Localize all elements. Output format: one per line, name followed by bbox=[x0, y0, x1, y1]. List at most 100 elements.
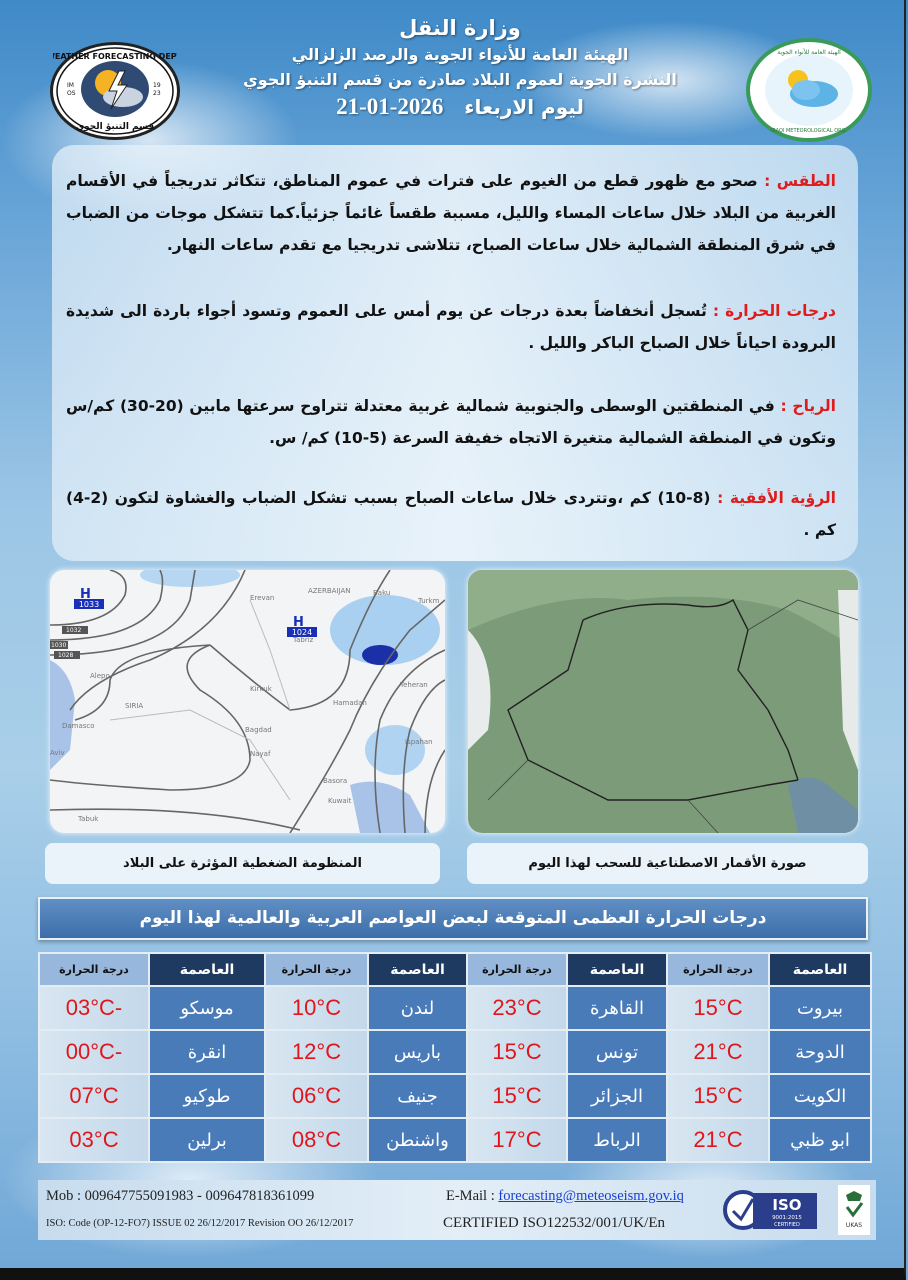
capital-temperature: 06°C bbox=[264, 1073, 369, 1119]
map-place-label: Basora bbox=[323, 777, 347, 785]
column-header-capital: العاصمة bbox=[367, 952, 468, 987]
map-place-label: Kuwait bbox=[328, 797, 352, 805]
table-row: الكويت 15°C الجزائر 15°C جنيف 06°C طوكيو 07°… bbox=[38, 1073, 872, 1119]
mobile-value: 009647755091983 - 009647818361099 bbox=[84, 1188, 315, 1204]
temperature-paragraph: درجات الحرارة : تُسجل أنخفاضاً بعدة درجا… bbox=[66, 295, 836, 359]
contact-footer: Mob : 009647755091983 - 009647818361099 … bbox=[38, 1180, 876, 1240]
capital-name: الدوحة bbox=[768, 1029, 872, 1075]
capital-temperature: 17°C bbox=[466, 1117, 568, 1163]
map-place-label: Nayaf bbox=[250, 750, 271, 758]
capital-name: الرباط bbox=[566, 1117, 668, 1163]
svg-text:OS: OS bbox=[67, 90, 76, 97]
weather-text: صحو مع ظهور قطع من الغيوم على فترات في ع… bbox=[66, 172, 836, 254]
svg-text:WEATHER FORECASTING DEPT.: WEATHER FORECASTING DEPT. bbox=[53, 52, 177, 61]
svg-text:23: 23 bbox=[153, 90, 161, 97]
table-row: بيروت 15°C القاهرة 23°C لندن 10°C موسكو -03°… bbox=[38, 985, 872, 1031]
temperature-text: تُسجل أنخفاضاً بعدة درجات عن يوم أمس على… bbox=[66, 302, 836, 352]
capital-name: القاهرة bbox=[566, 985, 668, 1031]
iso-code: ISO: Code (OP-12-FO7) ISSUE 02 26/12/201… bbox=[46, 1218, 354, 1229]
visibility-text: (8-10) كم ،وتتردى خلال ساعات الصباح بسبب… bbox=[66, 489, 836, 539]
bulletin-date: 2026-01-21 bbox=[336, 94, 444, 119]
high-pressure-symbol-2: H bbox=[293, 615, 304, 630]
capital-temperature: 12°C bbox=[264, 1029, 369, 1075]
capital-name: جنيف bbox=[367, 1073, 468, 1119]
mobile-numbers: Mob : 009647755091983 - 009647818361099 bbox=[46, 1188, 314, 1205]
map-place-label: AZERBAIJAN bbox=[308, 587, 351, 595]
capital-name: واشنطن bbox=[367, 1117, 468, 1163]
visibility-paragraph: الرؤية الأفقية : (8-10) كم ،وتتردى خلال … bbox=[66, 482, 836, 546]
iso-badge-standard: 9001:2015 bbox=[772, 1215, 802, 1221]
capital-temperature: 23°C bbox=[466, 985, 568, 1031]
authority-title: الهيئة العامة للأنواء الجوية والرصد الزل… bbox=[291, 45, 629, 64]
capital-temperature: 15°C bbox=[666, 985, 770, 1031]
map-place-label: Ispahan bbox=[405, 738, 433, 746]
winds-paragraph: الرياح : في المنطقتين الوسطى والجنوبية ش… bbox=[66, 390, 836, 454]
winds-text: في المنطقتين الوسطى والجنوبية شمالية غرب… bbox=[66, 397, 836, 447]
winds-label: الرياح : bbox=[780, 397, 836, 415]
column-header-capital: العاصمة bbox=[768, 952, 872, 987]
svg-text:الهيئة العامة للأنواء الجوية: الهيئة العامة للأنواء الجوية bbox=[777, 48, 841, 56]
capital-name: بيروت bbox=[768, 985, 872, 1031]
email-line: E-Mail : forecasting@meteoseism.gov.iq bbox=[446, 1188, 684, 1205]
column-header-temperature: درجة الحرارة bbox=[264, 952, 369, 987]
map-place-label: Erevan bbox=[250, 594, 274, 602]
high-pressure-value-2: 1024 bbox=[292, 628, 312, 637]
iso-certified-badge: ISO 9001:2015 CERTIFIED bbox=[723, 1185, 819, 1235]
map-place-label: Tabriz bbox=[292, 636, 314, 644]
map-place-label: Bagdad bbox=[245, 726, 272, 734]
capital-name: موسكو bbox=[148, 985, 266, 1031]
meteorological-organization-logo: الهيئة العامة للأنواء الجوية IRAQI METEO… bbox=[746, 38, 872, 142]
ukas-label: UKAS bbox=[846, 1222, 862, 1229]
pressure-map: H 1033 H 1024 1032 1030 1028 Erevan AZER… bbox=[50, 570, 445, 833]
capital-temperature: 10°C bbox=[264, 985, 369, 1031]
forecast-text-panel: الطقس : صحو مع ظهور قطع من الغيوم على فت… bbox=[52, 145, 858, 561]
capital-name: ابو ظبي bbox=[768, 1117, 872, 1163]
column-header-temperature: درجة الحرارة bbox=[466, 952, 568, 987]
capital-temperature: 08°C bbox=[264, 1117, 369, 1163]
table-row: الدوحة 21°C تونس 15°C باريس 12°C انقرة -00°C bbox=[38, 1029, 872, 1075]
map-place-label: Aviv bbox=[50, 749, 65, 757]
isobar-label: 1030 bbox=[51, 642, 66, 649]
bulletin-date-line: ليوم الاربعاء 2026-01-21 bbox=[240, 92, 680, 122]
map-place-label: Hamadan bbox=[333, 699, 367, 707]
map-place-label: Teheran bbox=[399, 681, 428, 689]
weather-label: الطقس : bbox=[764, 172, 836, 190]
capital-name: لندن bbox=[367, 985, 468, 1031]
email-link[interactable]: forecasting@meteoseism.gov.iq bbox=[498, 1188, 684, 1204]
capital-name: باريس bbox=[367, 1029, 468, 1075]
bulletin-header: وزارة النقل الهيئة العامة للأنواء الجوية… bbox=[240, 14, 680, 122]
email-label: E-Mail : bbox=[446, 1188, 495, 1204]
capital-temperature: 15°C bbox=[666, 1073, 770, 1119]
isobar-label: 1028 bbox=[58, 652, 73, 659]
satellite-caption: صورة الأقمار الاصطناعية للسحب لهذا اليوم bbox=[467, 843, 868, 884]
capital-name: انقرة bbox=[148, 1029, 266, 1075]
svg-text:قسم التنبؤ الجوي: قسم التنبؤ الجوي bbox=[76, 122, 154, 132]
bulletin-title: النشرة الجوية لعموم البلاد صادرة من قسم … bbox=[243, 70, 677, 89]
capital-temperature: 21°C bbox=[666, 1117, 770, 1163]
capital-name: الجزائر bbox=[566, 1073, 668, 1119]
map-place-label: Baku bbox=[373, 589, 390, 597]
capitals-table-title: درجات الحرارة العظمى المتوقعة لبعض العوا… bbox=[38, 897, 868, 940]
visibility-label: الرؤية الأفقية : bbox=[717, 489, 836, 507]
capital-temperature: -00°C bbox=[38, 1029, 150, 1075]
table-row: ابو ظبي 21°C الرباط 17°C واشنطن 08°C برلين 0… bbox=[38, 1117, 872, 1163]
iso-certification: CERTIFIED ISO122532/001/UK/En bbox=[443, 1215, 666, 1231]
map-place-label: Turkm bbox=[417, 597, 440, 605]
pressure-map-caption: المنظومة الضغطية المؤثرة على البلاد bbox=[45, 843, 440, 884]
capital-name: برلين bbox=[148, 1117, 266, 1163]
column-header-temperature: درجة الحرارة bbox=[666, 952, 770, 987]
column-header-capital: العاصمة bbox=[566, 952, 668, 987]
svg-text:IM: IM bbox=[67, 82, 74, 89]
high-pressure-symbol-1: H bbox=[80, 587, 91, 602]
svg-text:19: 19 bbox=[153, 82, 161, 89]
temperature-label: درجات الحرارة : bbox=[712, 302, 836, 320]
column-header-temperature: درجة الحرارة bbox=[38, 952, 150, 987]
map-place-label: Damasco bbox=[62, 722, 95, 730]
ukas-badge: UKAS bbox=[838, 1185, 870, 1235]
capital-name: طوكيو bbox=[148, 1073, 266, 1119]
isobar-label: 1032 bbox=[66, 627, 81, 634]
day-label: ليوم الاربعاء bbox=[464, 95, 584, 119]
weather-paragraph: الطقس : صحو مع ظهور قطع من الغيوم على فت… bbox=[66, 165, 836, 261]
